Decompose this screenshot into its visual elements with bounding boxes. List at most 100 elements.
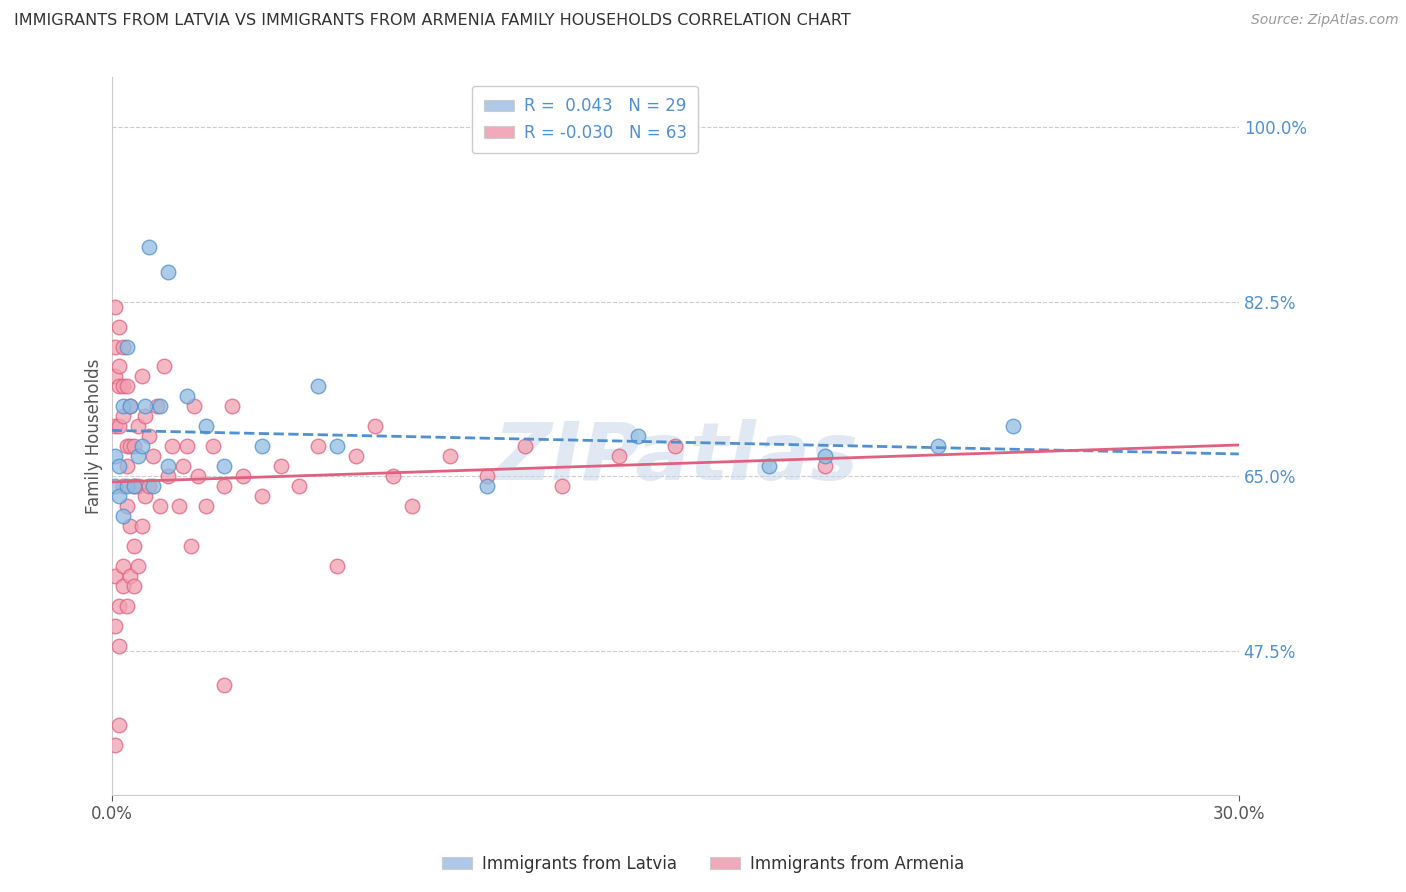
Point	[607, 449, 630, 463]
Point	[120, 569, 142, 583]
Point	[214, 678, 236, 692]
Point	[551, 479, 574, 493]
Point	[108, 718, 131, 732]
Point	[363, 419, 385, 434]
Point	[111, 558, 134, 573]
Point	[814, 449, 837, 463]
Point	[127, 479, 149, 493]
Point	[138, 429, 160, 443]
Point	[160, 439, 183, 453]
Point	[401, 499, 423, 513]
Point	[120, 519, 142, 533]
Point	[108, 639, 131, 653]
Point	[513, 439, 536, 453]
Point	[122, 479, 145, 493]
Point	[108, 599, 131, 613]
Point	[108, 459, 131, 474]
Point	[104, 369, 127, 384]
Point	[111, 340, 134, 354]
Text: IMMIGRANTS FROM LATVIA VS IMMIGRANTS FROM ARMENIA FAMILY HOUSEHOLDS CORRELATION : IMMIGRANTS FROM LATVIA VS IMMIGRANTS FRO…	[14, 13, 851, 29]
Point	[156, 459, 179, 474]
Point	[149, 400, 172, 414]
Point	[111, 409, 134, 424]
Point	[127, 558, 149, 573]
Point	[127, 449, 149, 463]
Point	[115, 459, 138, 474]
Point	[138, 479, 160, 493]
Point	[134, 489, 156, 503]
Point	[814, 459, 837, 474]
Point	[250, 489, 273, 503]
Point	[664, 439, 686, 453]
Point	[122, 479, 145, 493]
Point	[156, 265, 179, 279]
Point	[270, 459, 292, 474]
Point	[122, 439, 145, 453]
Point	[111, 579, 134, 593]
Point	[627, 429, 650, 443]
Point	[156, 469, 179, 483]
Point	[138, 240, 160, 254]
Legend: R =  0.043   N = 29, R = -0.030   N = 63: R = 0.043 N = 29, R = -0.030 N = 63	[472, 86, 699, 153]
Point	[134, 400, 156, 414]
Point	[131, 369, 153, 384]
Point	[344, 449, 367, 463]
Point	[214, 479, 236, 493]
Point	[131, 519, 153, 533]
Point	[202, 439, 225, 453]
Point	[104, 449, 127, 463]
Point	[176, 439, 198, 453]
Legend: Immigrants from Latvia, Immigrants from Armenia: Immigrants from Latvia, Immigrants from …	[434, 848, 972, 880]
Point	[167, 499, 190, 513]
Point	[104, 569, 127, 583]
Point	[149, 499, 172, 513]
Point	[326, 439, 349, 453]
Point	[111, 400, 134, 414]
Point	[183, 400, 205, 414]
Point	[439, 449, 461, 463]
Point	[104, 479, 127, 493]
Point	[104, 300, 127, 314]
Point	[1002, 419, 1025, 434]
Point	[120, 439, 142, 453]
Point	[115, 379, 138, 393]
Point	[111, 479, 134, 493]
Point	[172, 459, 194, 474]
Point	[108, 319, 131, 334]
Point	[477, 479, 499, 493]
Point	[111, 508, 134, 523]
Point	[180, 539, 202, 553]
Point	[122, 579, 145, 593]
Text: ZIPatlas: ZIPatlas	[492, 418, 858, 497]
Point	[120, 400, 142, 414]
Point	[115, 599, 138, 613]
Point	[111, 379, 134, 393]
Point	[326, 558, 349, 573]
Point	[153, 359, 176, 374]
Point	[187, 469, 209, 483]
Point	[307, 379, 329, 393]
Point	[142, 479, 165, 493]
Point	[104, 738, 127, 752]
Point	[104, 618, 127, 632]
Point	[127, 419, 149, 434]
Point	[108, 489, 131, 503]
Point	[250, 439, 273, 453]
Point	[104, 340, 127, 354]
Point	[194, 419, 217, 434]
Point	[120, 400, 142, 414]
Y-axis label: Family Households: Family Households	[86, 359, 103, 514]
Text: Source: ZipAtlas.com: Source: ZipAtlas.com	[1251, 13, 1399, 28]
Point	[382, 469, 405, 483]
Point	[115, 479, 138, 493]
Point	[134, 409, 156, 424]
Point	[108, 379, 131, 393]
Point	[307, 439, 329, 453]
Point	[145, 400, 167, 414]
Point	[115, 340, 138, 354]
Point	[232, 469, 254, 483]
Point	[115, 499, 138, 513]
Point	[104, 419, 127, 434]
Point	[176, 389, 198, 403]
Point	[115, 439, 138, 453]
